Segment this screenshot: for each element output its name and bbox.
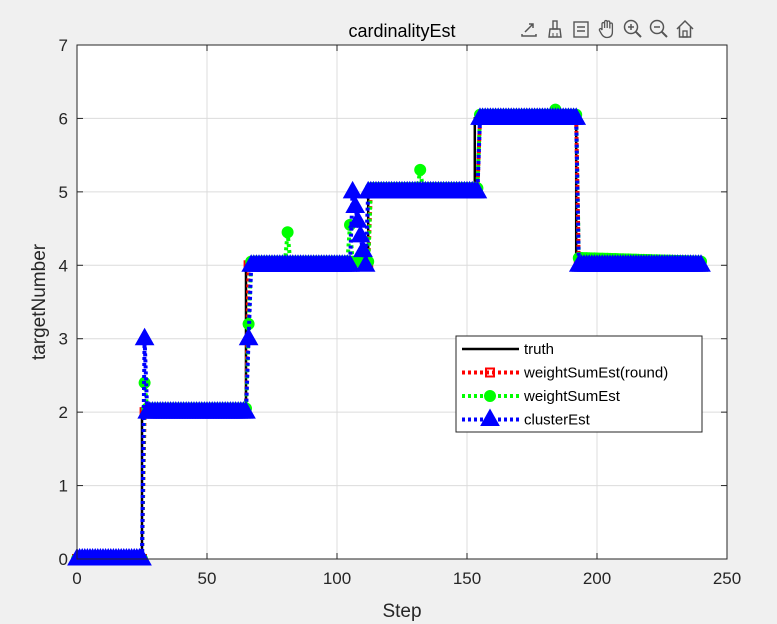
zoom-in-button[interactable] xyxy=(621,16,645,42)
x-tick-label: 150 xyxy=(453,569,481,588)
plot-area[interactable] xyxy=(77,45,727,559)
x-axis-label: Step xyxy=(382,601,421,622)
x-tick-label: 0 xyxy=(72,569,81,588)
home-icon xyxy=(674,18,696,40)
pan-button[interactable] xyxy=(595,16,619,42)
x-tick-label: 50 xyxy=(198,569,217,588)
data-point xyxy=(282,227,293,238)
x-tick-label: 250 xyxy=(713,569,741,588)
x-tick-label: 100 xyxy=(323,569,351,588)
y-tick-label: 5 xyxy=(59,183,68,202)
datatip-icon xyxy=(570,18,592,40)
brush-icon xyxy=(544,18,566,40)
data-point xyxy=(415,164,426,175)
legend-marker-2 xyxy=(485,391,496,402)
y-tick-label: 3 xyxy=(59,330,68,349)
zoom-in-icon xyxy=(622,18,644,40)
y-tick-label: 6 xyxy=(59,109,68,128)
y-axis-label: targetNumber xyxy=(29,243,50,360)
y-tick-label: 4 xyxy=(59,256,68,275)
export-icon xyxy=(518,18,540,40)
y-tick-label: 2 xyxy=(59,403,68,422)
pan-hand-icon xyxy=(596,18,618,40)
legend-label-0: truth xyxy=(524,341,554,358)
home-button[interactable] xyxy=(673,16,697,42)
datatip-button[interactable] xyxy=(569,16,593,42)
legend-label-2: weightSumEst xyxy=(523,388,621,405)
y-tick-label: 7 xyxy=(59,36,68,55)
y-tick-label: 0 xyxy=(59,550,68,569)
legend-label-3: clusterEst xyxy=(524,412,591,429)
chart-title: cardinalityEst xyxy=(348,21,455,41)
zoom-out-button[interactable] xyxy=(647,16,671,42)
y-tick-label: 1 xyxy=(59,477,68,496)
x-tick-label: 200 xyxy=(583,569,611,588)
brush-button[interactable] xyxy=(543,16,567,42)
export-button[interactable] xyxy=(517,16,541,42)
legend[interactable]: truth weightSumEst(round) weightSumEst clus… xyxy=(456,336,702,432)
axes-toolbar xyxy=(517,14,697,44)
zoom-out-icon xyxy=(648,18,670,40)
legend-label-1: weightSumEst(round) xyxy=(523,365,668,382)
